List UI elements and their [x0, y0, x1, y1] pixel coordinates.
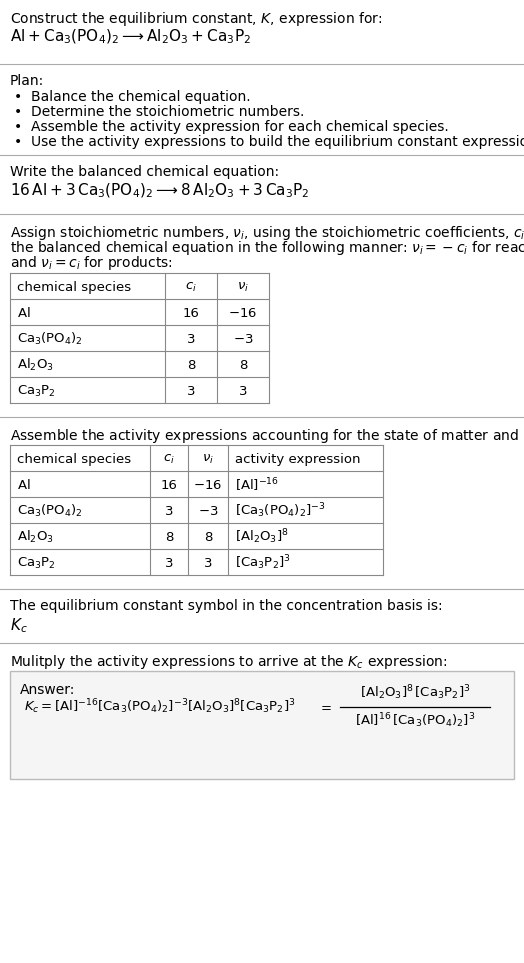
Text: $\mathrm{Al_2O_3}$: $\mathrm{Al_2O_3}$ [17, 357, 54, 373]
Text: 3: 3 [204, 557, 212, 569]
Text: $\mathrm{Al}$: $\mathrm{Al}$ [17, 306, 30, 320]
Text: $\mathrm{Al_2O_3}$: $\mathrm{Al_2O_3}$ [17, 529, 54, 545]
Text: $[\mathrm{Ca_3P_2}]^{3}$: $[\mathrm{Ca_3P_2}]^{3}$ [235, 554, 291, 572]
Text: 3: 3 [165, 505, 173, 517]
Text: $[\mathrm{Al_2O_3}]^{8}\,[\mathrm{Ca_3P_2}]^{3}$: $[\mathrm{Al_2O_3}]^{8}\,[\mathrm{Ca_3P_… [360, 684, 470, 702]
Text: $\mathrm{Al + Ca_3(PO_4)_2 \longrightarrow Al_2O_3 + Ca_3P_2}$: $\mathrm{Al + Ca_3(PO_4)_2 \longrightarr… [10, 28, 251, 46]
Text: The equilibrium constant symbol in the concentration basis is:: The equilibrium constant symbol in the c… [10, 599, 443, 613]
Text: Answer:: Answer: [20, 683, 75, 697]
Text: 3: 3 [187, 332, 195, 346]
Text: $c_i$: $c_i$ [185, 280, 197, 294]
Text: Mulitply the activity expressions to arrive at the $K_c$ expression:: Mulitply the activity expressions to arr… [10, 653, 447, 671]
Text: $c_i$: $c_i$ [163, 453, 175, 465]
Text: $-3$: $-3$ [198, 505, 218, 517]
Text: $\nu_i$: $\nu_i$ [202, 453, 214, 465]
Text: 8: 8 [239, 358, 247, 372]
Text: chemical species: chemical species [17, 280, 131, 294]
Text: and $\nu_i = c_i$ for products:: and $\nu_i = c_i$ for products: [10, 254, 173, 272]
Text: $K_c = [\mathrm{Al}]^{-16}[\mathrm{Ca_3(PO_4)_2}]^{-3}[\mathrm{Al_2O_3}]^{8}[\ma: $K_c = [\mathrm{Al}]^{-16}[\mathrm{Ca_3(… [24, 697, 296, 716]
Text: $=$: $=$ [318, 700, 332, 714]
Text: Assemble the activity expressions accounting for the state of matter and $\nu_i$: Assemble the activity expressions accoun… [10, 427, 524, 445]
Text: $\mathrm{Ca_3P_2}$: $\mathrm{Ca_3P_2}$ [17, 383, 56, 399]
Text: $K_c$: $K_c$ [10, 616, 28, 635]
Text: 3: 3 [165, 557, 173, 569]
Text: chemical species: chemical species [17, 453, 131, 465]
Text: Construct the equilibrium constant, $K$, expression for:: Construct the equilibrium constant, $K$,… [10, 10, 383, 28]
Text: 8: 8 [187, 358, 195, 372]
Text: $[\mathrm{Al}]^{-16}$: $[\mathrm{Al}]^{-16}$ [235, 477, 279, 494]
Text: activity expression: activity expression [235, 453, 361, 465]
Text: $\mathrm{Ca_3P_2}$: $\mathrm{Ca_3P_2}$ [17, 556, 56, 570]
Text: 8: 8 [165, 531, 173, 543]
Text: Assign stoichiometric numbers, $\nu_i$, using the stoichiometric coefficients, $: Assign stoichiometric numbers, $\nu_i$, … [10, 224, 524, 242]
Text: $\mathrm{Ca_3(PO_4)_2}$: $\mathrm{Ca_3(PO_4)_2}$ [17, 503, 83, 519]
Text: $-3$: $-3$ [233, 332, 253, 346]
Text: 8: 8 [204, 531, 212, 543]
Text: $\mathrm{16\,Al + 3\,Ca_3(PO_4)_2 \longrightarrow 8\,Al_2O_3 + 3\,Ca_3P_2}$: $\mathrm{16\,Al + 3\,Ca_3(PO_4)_2 \longr… [10, 182, 310, 200]
Text: $-16$: $-16$ [193, 479, 223, 491]
Text: 3: 3 [187, 384, 195, 398]
Text: •  Determine the stoichiometric numbers.: • Determine the stoichiometric numbers. [14, 105, 304, 119]
FancyBboxPatch shape [10, 671, 514, 779]
Text: Write the balanced chemical equation:: Write the balanced chemical equation: [10, 165, 279, 179]
Text: 16: 16 [160, 479, 178, 491]
Text: $\mathrm{Ca_3(PO_4)_2}$: $\mathrm{Ca_3(PO_4)_2}$ [17, 331, 83, 347]
Text: •  Assemble the activity expression for each chemical species.: • Assemble the activity expression for e… [14, 120, 449, 134]
Text: $[\mathrm{Al_2O_3}]^{8}$: $[\mathrm{Al_2O_3}]^{8}$ [235, 528, 289, 546]
Text: $[\mathrm{Ca_3(PO_4)_2}]^{-3}$: $[\mathrm{Ca_3(PO_4)_2}]^{-3}$ [235, 502, 325, 520]
Text: $\nu_i$: $\nu_i$ [237, 280, 249, 294]
Text: •  Use the activity expressions to build the equilibrium constant expression.: • Use the activity expressions to build … [14, 135, 524, 149]
Text: 3: 3 [239, 384, 247, 398]
Text: $\mathrm{Al}$: $\mathrm{Al}$ [17, 478, 30, 492]
Text: •  Balance the chemical equation.: • Balance the chemical equation. [14, 90, 250, 104]
Text: the balanced chemical equation in the following manner: $\nu_i = -c_i$ for react: the balanced chemical equation in the fo… [10, 239, 524, 257]
Text: $[\mathrm{Al}]^{16}\,[\mathrm{Ca_3(PO_4)_2}]^{3}$: $[\mathrm{Al}]^{16}\,[\mathrm{Ca_3(PO_4)… [355, 712, 475, 730]
Text: Plan:: Plan: [10, 74, 44, 88]
Text: $-16$: $-16$ [228, 306, 257, 320]
Text: 16: 16 [182, 306, 200, 320]
